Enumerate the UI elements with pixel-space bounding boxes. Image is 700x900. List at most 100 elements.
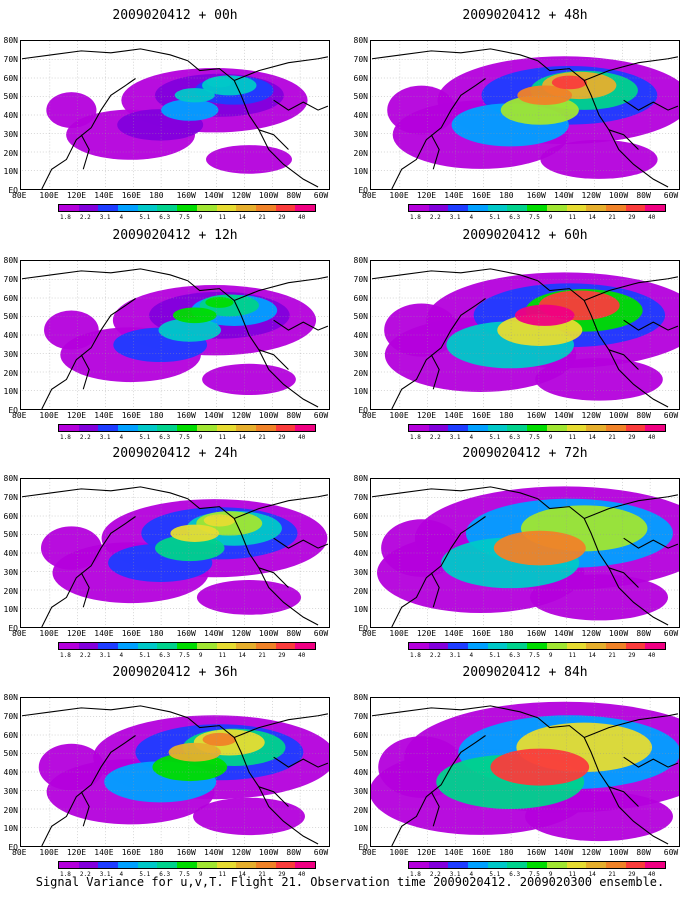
latitude-label: 10N [353, 387, 368, 397]
longitude-label: 140E [444, 411, 464, 420]
colorbar-label: 3.1 [99, 214, 111, 221]
colorbar-swatch [546, 862, 567, 868]
colorbar-label: 4 [119, 652, 124, 659]
colorbar-label: 4 [119, 214, 124, 221]
longitude-label: 140W [204, 629, 224, 638]
colorbar-swatch [236, 425, 256, 431]
latitude-label: 70N [353, 274, 368, 284]
latitude-label: 20N [353, 148, 368, 158]
colorbar-label: 11 [568, 871, 576, 878]
colorbar-swatch [645, 643, 665, 649]
longitude-label: 120W [231, 848, 251, 857]
latitude-label: 30N [3, 786, 18, 796]
longitude-label: 120W [581, 191, 601, 200]
longitude-label: 160E [121, 848, 141, 857]
colorbar-label: 4 [469, 871, 474, 878]
colorbar-swatch [157, 425, 178, 431]
longitude-label: 140E [444, 848, 464, 857]
variance-field [21, 41, 329, 189]
colorbar-swatch [566, 643, 587, 649]
colorbar [408, 861, 666, 869]
colorbar-swatch [157, 643, 178, 649]
colorbar-swatch [255, 425, 276, 431]
longitude-label: 140E [444, 629, 464, 638]
longitude-label: 120W [581, 411, 601, 420]
colorbar-label: 4 [469, 434, 474, 441]
colorbar-swatch [196, 862, 217, 868]
longitude-label: 100E [389, 411, 409, 420]
map-plot [20, 478, 330, 628]
longitude-label: 80W [286, 411, 301, 420]
longitude-label: 140W [204, 191, 224, 200]
colorbar-label: 1.8 [60, 871, 71, 878]
latitude-label: 10N [353, 605, 368, 615]
colorbar [408, 424, 666, 432]
latitude-label: 70N [3, 492, 18, 502]
colorbar-label: 29 [628, 214, 636, 221]
longitude-label: 80W [286, 191, 301, 200]
longitude-label: 160W [176, 848, 196, 857]
map-plot [370, 260, 680, 410]
colorbar-swatch [275, 643, 296, 649]
latitude-label: 50N [3, 92, 18, 102]
latitude-label: 40N [3, 768, 18, 777]
colorbar-label: 7.5 [179, 871, 190, 878]
colorbar-swatch [507, 205, 528, 211]
longitude-label: 140E [94, 411, 114, 420]
colorbar-swatch [98, 425, 119, 431]
longitude-label: 100W [258, 411, 279, 420]
latitude-label: 80N [353, 474, 368, 483]
longitude-label: 80E [362, 848, 377, 857]
colorbar-swatch [428, 425, 449, 431]
colorbar-swatch [177, 205, 197, 211]
longitude-label: 140W [554, 411, 574, 420]
colorbar-label: 6.3 [159, 871, 171, 878]
longitude-label: 80E [12, 629, 27, 638]
latitude-label: EQ [358, 624, 368, 633]
colorbar-label: 40 [648, 434, 656, 441]
colorbar-label: 14 [588, 871, 596, 878]
longitude-label: 140W [204, 848, 224, 857]
colorbar-swatch [177, 425, 197, 431]
colorbar-swatch [566, 862, 587, 868]
longitude-label: 120W [581, 848, 601, 857]
colorbar-label: 5.1 [139, 652, 151, 659]
colorbar-label: 29 [278, 871, 286, 878]
colorbar-label: 21 [608, 652, 616, 659]
colorbar-swatch [625, 862, 646, 868]
latitude-label: 20N [3, 586, 18, 596]
longitude-label: 80W [636, 411, 651, 420]
map-plot [370, 697, 680, 847]
colorbar-label: 9 [548, 434, 553, 441]
colorbar-swatch [216, 205, 237, 211]
colorbar-swatch [546, 425, 567, 431]
colorbar-label: 5.1 [139, 214, 151, 221]
colorbar-label: 5.1 [139, 434, 151, 441]
panel-title: 2009020412 + 48h [462, 8, 588, 23]
latitude-label: 60N [3, 730, 18, 740]
latitude-label: 50N [3, 312, 18, 322]
latitude-label: 20N [353, 368, 368, 378]
variance-field [371, 698, 679, 846]
longitude-label: 60W [663, 848, 679, 857]
longitude-label: 80E [12, 848, 27, 857]
colorbar-swatch [295, 205, 315, 211]
latitude-label: 70N [3, 274, 18, 284]
panel-title: 2009020412 + 00h [112, 8, 238, 23]
colorbar-swatch [468, 643, 488, 649]
longitude-label: 160E [121, 411, 141, 420]
latitude-label: 80N [353, 36, 368, 45]
colorbar [58, 424, 316, 432]
colorbar-label: 11 [218, 871, 226, 878]
colorbar-swatch [645, 862, 665, 868]
longitude-label: 100E [389, 629, 409, 638]
longitude-label: 160E [121, 629, 141, 638]
colorbar-swatch [409, 205, 429, 211]
colorbar-label: 40 [648, 652, 656, 659]
colorbar-swatch [448, 643, 469, 649]
latitude-label: 50N [3, 749, 18, 759]
latitude-label: 30N [353, 567, 368, 577]
colorbar-swatch [605, 862, 626, 868]
colorbar-swatch [275, 205, 296, 211]
colorbar-swatch [59, 862, 79, 868]
